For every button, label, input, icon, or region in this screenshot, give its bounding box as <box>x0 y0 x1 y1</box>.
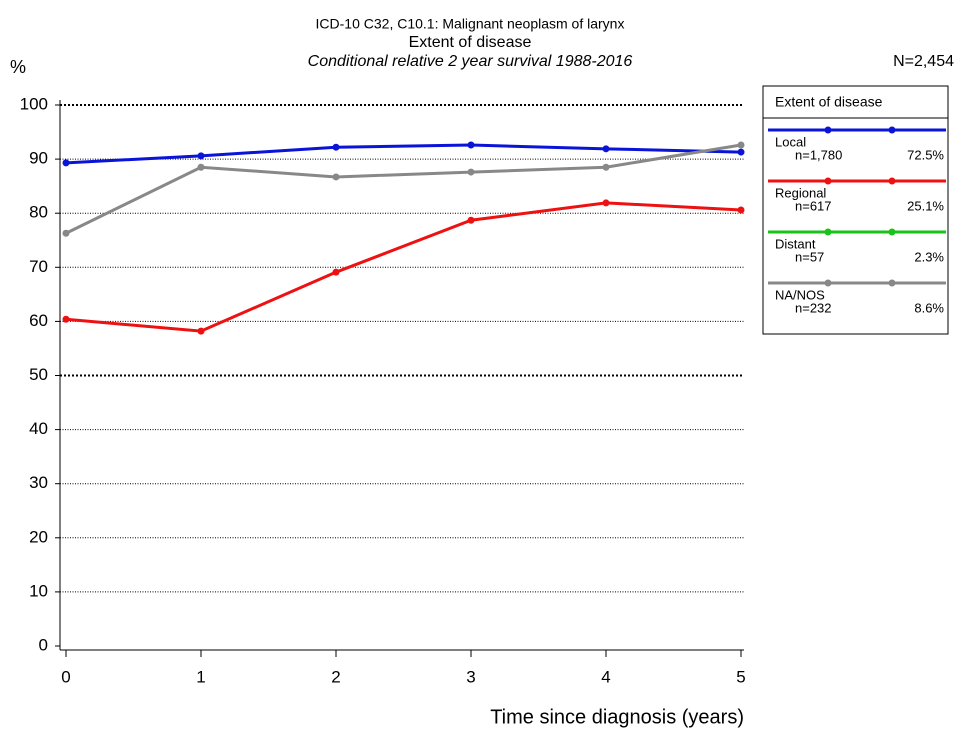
legend-marker <box>824 279 832 287</box>
data-point <box>332 173 340 181</box>
legend-marker <box>888 228 896 236</box>
y-tick-label: 90 <box>29 149 48 168</box>
data-point <box>602 199 610 207</box>
data-point <box>62 229 70 237</box>
x-tick-label: 2 <box>331 667 340 686</box>
data-point <box>467 216 475 224</box>
legend-label: NA/NOS <box>775 287 825 302</box>
y-tick-label: 0 <box>39 635 48 654</box>
chart-title: ICD-10 C32, C10.1: Malignant neoplasm of… <box>316 16 625 32</box>
x-tick-label: 3 <box>466 667 475 686</box>
y-tick-label: 20 <box>29 527 48 546</box>
y-tick-label: 30 <box>29 473 48 492</box>
legend-title: Extent of disease <box>775 94 883 110</box>
chart-caption: Conditional relative 2 year survival 198… <box>308 53 633 70</box>
legend-marker <box>824 228 832 236</box>
x-tick-label: 0 <box>61 667 70 686</box>
legend-share: 8.6% <box>914 300 944 315</box>
legend-share: 25.1% <box>907 198 944 213</box>
y-tick-label: 60 <box>29 311 48 330</box>
legend-n: n=57 <box>795 249 824 264</box>
legend-label: Local <box>775 134 806 149</box>
x-axis-label: Time since diagnosis (years) <box>490 706 744 728</box>
series-line <box>65 143 742 235</box>
data-point <box>737 141 745 149</box>
legend-box <box>762 85 949 335</box>
legend-marker <box>888 177 896 185</box>
data-point <box>197 152 205 160</box>
data-point <box>602 145 610 153</box>
y-tick-label: 80 <box>29 203 48 222</box>
series-line <box>65 143 742 165</box>
y-axis-label: % <box>10 57 26 77</box>
data-point <box>737 148 745 156</box>
y-tick-label: 40 <box>29 419 48 438</box>
y-tick-label: 70 <box>29 257 48 276</box>
data-point <box>602 163 610 171</box>
legend-n: n=617 <box>795 198 832 213</box>
total-label: N=2,454 <box>893 53 954 70</box>
legend-marker <box>824 177 832 185</box>
data-point <box>332 143 340 151</box>
data-point <box>332 268 340 276</box>
data-point <box>62 315 70 323</box>
legend-n: n=1,780 <box>795 147 842 162</box>
y-tick-label: 50 <box>29 365 48 384</box>
y-tick-label: 100 <box>20 94 48 113</box>
chart-subtitle: Extent of disease <box>409 34 532 51</box>
legend-share: 2.3% <box>914 249 944 264</box>
data-point <box>197 327 205 335</box>
legend-marker <box>888 126 896 134</box>
data-point <box>737 206 745 214</box>
legend-marker <box>824 126 832 134</box>
data-point <box>62 159 70 167</box>
data-point <box>467 168 475 176</box>
legend-label: Distant <box>775 236 816 251</box>
y-tick-label: 10 <box>29 581 48 600</box>
legend-marker <box>888 279 896 287</box>
data-point <box>197 163 205 171</box>
legend-share: 72.5% <box>907 147 944 162</box>
series-line <box>65 201 742 333</box>
legend-n: n=232 <box>795 300 832 315</box>
x-tick-label: 1 <box>196 667 205 686</box>
x-tick-label: 5 <box>736 667 745 686</box>
x-tick-label: 4 <box>601 667 610 686</box>
legend-label: Regional <box>775 185 826 200</box>
data-point <box>467 141 475 149</box>
